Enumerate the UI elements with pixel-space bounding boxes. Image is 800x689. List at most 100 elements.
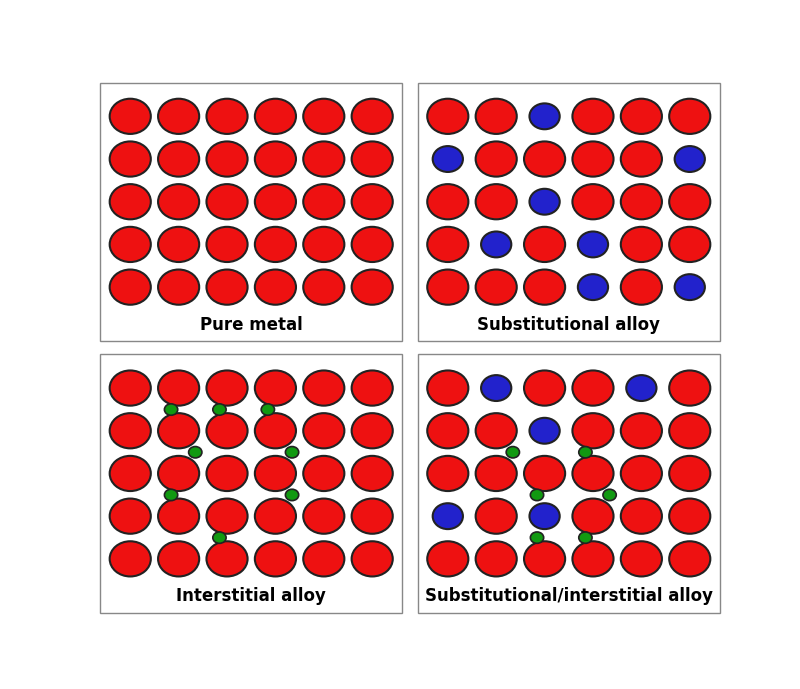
Circle shape — [303, 413, 344, 449]
Circle shape — [669, 542, 710, 577]
Circle shape — [427, 227, 468, 262]
Circle shape — [530, 418, 560, 444]
Circle shape — [352, 227, 393, 262]
Circle shape — [530, 489, 544, 501]
Circle shape — [674, 274, 705, 300]
Circle shape — [158, 269, 199, 305]
Circle shape — [255, 184, 296, 219]
Circle shape — [476, 184, 517, 219]
Circle shape — [524, 227, 565, 262]
Circle shape — [110, 413, 151, 449]
Circle shape — [255, 141, 296, 176]
Circle shape — [573, 141, 614, 176]
Text: Substitutional/interstitial alloy: Substitutional/interstitial alloy — [425, 588, 713, 606]
Circle shape — [165, 404, 178, 415]
Circle shape — [255, 269, 296, 305]
Circle shape — [255, 456, 296, 491]
Circle shape — [158, 184, 199, 219]
Circle shape — [255, 99, 296, 134]
Circle shape — [578, 274, 608, 300]
Circle shape — [352, 371, 393, 406]
Circle shape — [476, 141, 517, 176]
Circle shape — [158, 499, 199, 534]
Circle shape — [669, 184, 710, 219]
Circle shape — [621, 227, 662, 262]
Circle shape — [206, 227, 247, 262]
Circle shape — [206, 269, 247, 305]
Circle shape — [165, 489, 178, 501]
Circle shape — [621, 184, 662, 219]
Circle shape — [573, 413, 614, 449]
Circle shape — [578, 532, 592, 544]
Circle shape — [433, 146, 463, 172]
Circle shape — [255, 542, 296, 577]
Circle shape — [621, 99, 662, 134]
Circle shape — [427, 542, 468, 577]
Circle shape — [255, 499, 296, 534]
Circle shape — [158, 413, 199, 449]
Circle shape — [303, 542, 344, 577]
Circle shape — [158, 99, 199, 134]
Circle shape — [476, 456, 517, 491]
Circle shape — [669, 456, 710, 491]
Circle shape — [303, 184, 344, 219]
Circle shape — [530, 503, 560, 529]
Circle shape — [158, 141, 199, 176]
Circle shape — [476, 542, 517, 577]
Circle shape — [110, 141, 151, 176]
Circle shape — [206, 542, 247, 577]
Circle shape — [427, 269, 468, 305]
Circle shape — [110, 456, 151, 491]
Circle shape — [433, 503, 463, 529]
Circle shape — [524, 542, 565, 577]
Circle shape — [255, 371, 296, 406]
Circle shape — [476, 413, 517, 449]
Circle shape — [603, 489, 616, 501]
Circle shape — [427, 371, 468, 406]
Circle shape — [303, 227, 344, 262]
Circle shape — [573, 542, 614, 577]
Circle shape — [158, 456, 199, 491]
Circle shape — [524, 371, 565, 406]
Circle shape — [110, 184, 151, 219]
Circle shape — [621, 456, 662, 491]
Circle shape — [213, 532, 226, 544]
Circle shape — [110, 227, 151, 262]
Circle shape — [255, 227, 296, 262]
Circle shape — [573, 184, 614, 219]
Circle shape — [669, 413, 710, 449]
Circle shape — [524, 456, 565, 491]
Circle shape — [621, 141, 662, 176]
Circle shape — [206, 371, 247, 406]
Circle shape — [506, 446, 519, 458]
Circle shape — [303, 456, 344, 491]
Circle shape — [352, 141, 393, 176]
Text: Interstitial alloy: Interstitial alloy — [176, 588, 326, 606]
Circle shape — [213, 404, 226, 415]
Circle shape — [352, 542, 393, 577]
Circle shape — [158, 371, 199, 406]
Circle shape — [427, 184, 468, 219]
Circle shape — [352, 269, 393, 305]
Circle shape — [573, 499, 614, 534]
Circle shape — [352, 184, 393, 219]
Circle shape — [303, 269, 344, 305]
Circle shape — [206, 499, 247, 534]
Circle shape — [573, 456, 614, 491]
Circle shape — [427, 413, 468, 449]
Circle shape — [573, 99, 614, 134]
Circle shape — [669, 371, 710, 406]
Circle shape — [352, 499, 393, 534]
Circle shape — [303, 499, 344, 534]
Text: Pure metal: Pure metal — [200, 316, 302, 333]
Circle shape — [481, 232, 511, 258]
Text: Substitutional alloy: Substitutional alloy — [478, 316, 660, 333]
Circle shape — [573, 371, 614, 406]
Circle shape — [158, 542, 199, 577]
Circle shape — [524, 141, 565, 176]
Circle shape — [262, 404, 274, 415]
Circle shape — [255, 413, 296, 449]
Circle shape — [476, 99, 517, 134]
Circle shape — [206, 99, 247, 134]
Circle shape — [476, 269, 517, 305]
